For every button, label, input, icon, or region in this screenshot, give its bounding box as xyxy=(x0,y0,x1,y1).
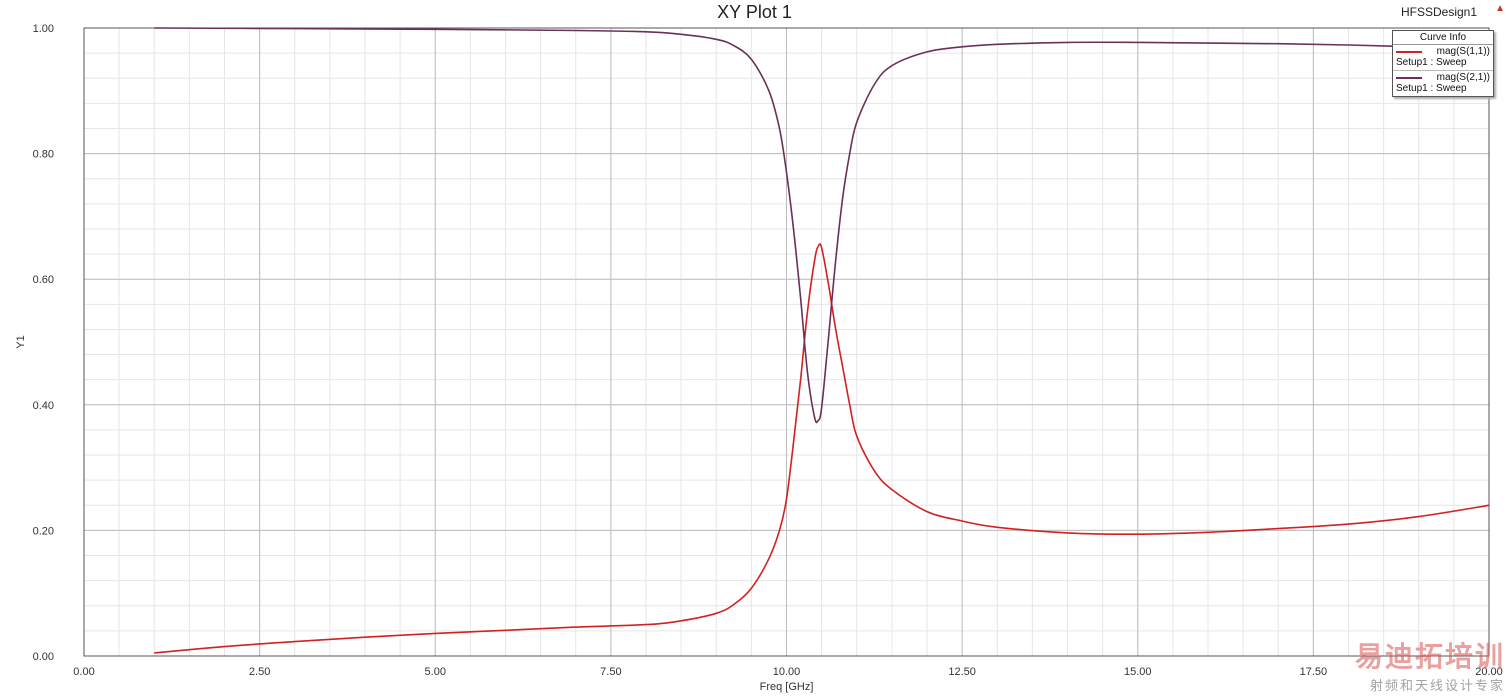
y-axis-label: Y1 xyxy=(15,335,27,348)
y-tick-label: 1.00 xyxy=(33,23,54,35)
legend-item-s21[interactable]: mag(S(2,1)) Setup1 : Sweep xyxy=(1393,71,1493,96)
legend-item-name: mag(S(1,1)) xyxy=(1436,46,1490,57)
legend-item-source: Setup1 : Sweep xyxy=(1396,83,1467,94)
watermark-tagline: 射频和天线设计专家 xyxy=(1369,678,1505,693)
legend-title: Curve Info xyxy=(1393,31,1493,45)
y-tick-label: 0.20 xyxy=(33,525,54,537)
y-tick-label: 0.00 xyxy=(33,651,54,663)
y-tick-label: 0.40 xyxy=(33,400,54,412)
x-tick-label: 10.00 xyxy=(773,666,801,678)
series-layer xyxy=(154,27,1490,654)
x-tick-label: 5.00 xyxy=(425,666,446,678)
plot-title: XY Plot 1 xyxy=(717,2,792,22)
x-tick-label: 0.00 xyxy=(73,666,94,678)
x-tick-label: 12.50 xyxy=(948,666,976,678)
series-line-s21 xyxy=(154,27,1490,424)
watermark-logo: 易迪拓培训 xyxy=(1354,641,1505,672)
x-axis-label: Freq [GHz] xyxy=(760,681,814,693)
ansys-logo-icon: ▲ xyxy=(1495,3,1505,14)
x-ticks: 0.00 2.50 5.00 7.50 10.00 12.50 15.00 17.50 20.0… xyxy=(73,666,1502,678)
legend-swatch-s11 xyxy=(1396,51,1422,53)
x-tick-label: 7.50 xyxy=(600,666,621,678)
x-tick-label: 2.50 xyxy=(249,666,270,678)
legend-item-name: mag(S(2,1)) xyxy=(1436,72,1490,83)
series-line-s11 xyxy=(154,243,1490,654)
design-name: HFSSDesign1 xyxy=(1400,5,1477,19)
watermark: 易迪拓培训 射频和天线设计专家 xyxy=(1355,635,1505,694)
y-ticks: 0.00 0.20 0.40 0.60 0.80 1.00 xyxy=(33,23,54,663)
x-tick-label: 17.50 xyxy=(1300,666,1328,678)
x-tick-label: 20.00 xyxy=(1475,666,1503,678)
plot-frame xyxy=(83,27,1490,657)
legend-swatch-s21 xyxy=(1396,77,1422,79)
y-tick-label: 0.60 xyxy=(33,274,54,286)
legend-item-s11[interactable]: mag(S(1,1)) Setup1 : Sweep xyxy=(1393,45,1493,71)
legend-item-source: Setup1 : Sweep xyxy=(1396,57,1467,68)
curve-info-legend[interactable]: Curve Info mag(S(1,1)) Setup1 : Sweep ma… xyxy=(1392,30,1494,97)
y-tick-label: 0.80 xyxy=(33,149,54,161)
x-tick-label: 15.00 xyxy=(1124,666,1152,678)
